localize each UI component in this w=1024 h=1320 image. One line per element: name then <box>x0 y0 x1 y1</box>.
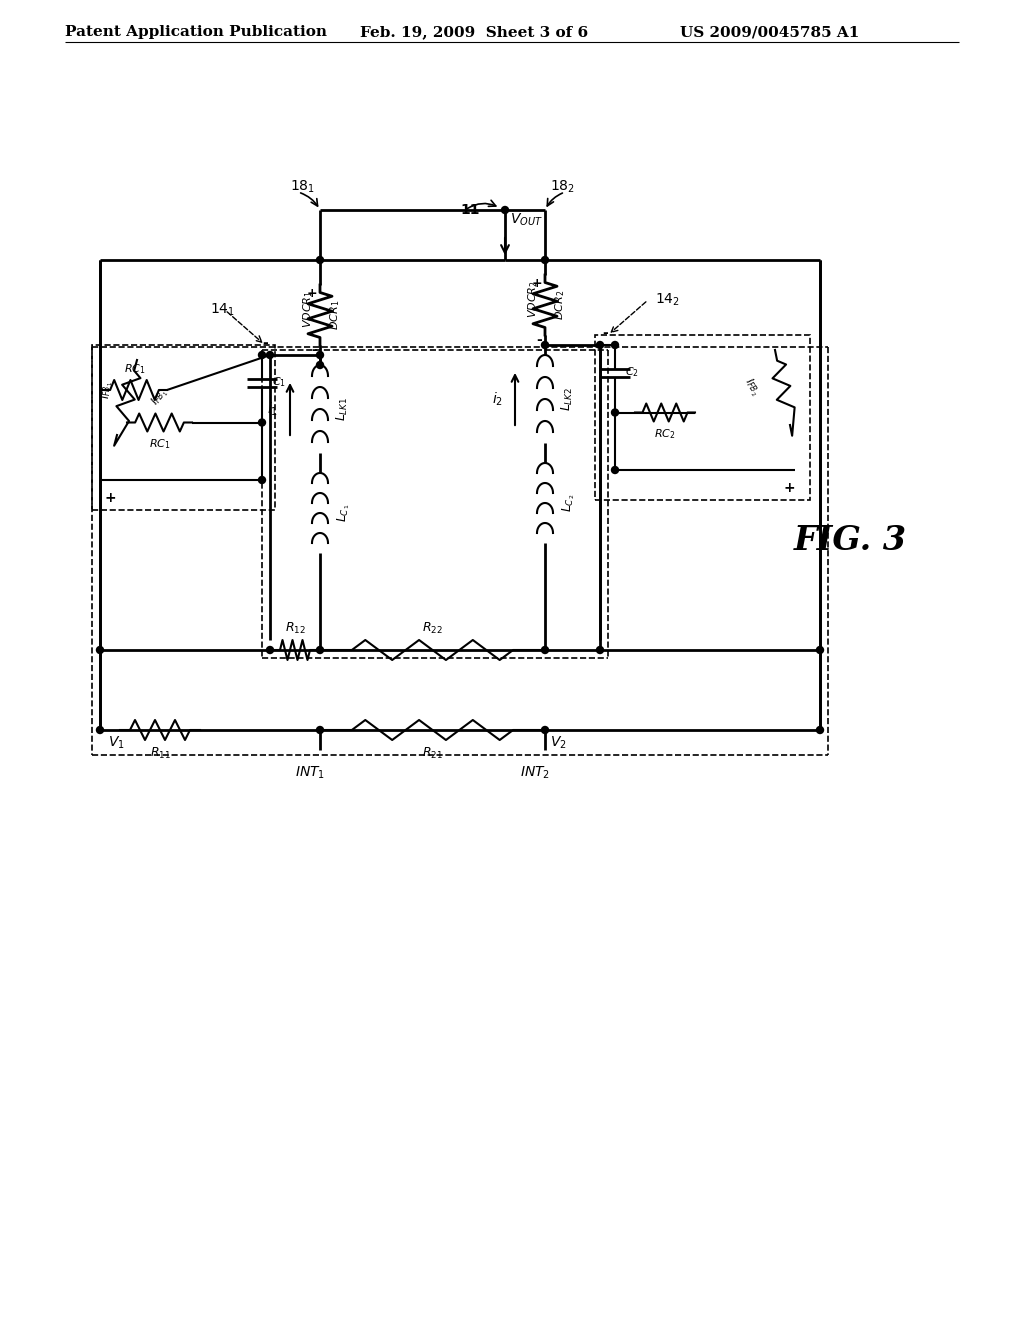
Text: $L_{LK2}$: $L_{LK2}$ <box>560 387 575 411</box>
Text: $18_2$: $18_2$ <box>550 178 575 195</box>
Text: $i_1$: $i_1$ <box>267 400 278 417</box>
Text: -: - <box>311 343 317 356</box>
Text: $R_{21}$: $R_{21}$ <box>422 746 443 762</box>
Circle shape <box>542 726 549 734</box>
Text: $V_{OUT}$: $V_{OUT}$ <box>510 211 543 228</box>
Text: $I_{FB_2}$: $I_{FB_2}$ <box>740 376 763 399</box>
Text: +: + <box>531 277 542 290</box>
Circle shape <box>611 342 618 348</box>
Text: $I_{FB_1}$: $I_{FB_1}$ <box>99 381 115 399</box>
Text: $DCR_2$: $DCR_2$ <box>553 290 567 321</box>
Circle shape <box>542 256 549 264</box>
Text: $C_2$: $C_2$ <box>625 366 639 379</box>
Text: $VDCR_2$: $VDCR_2$ <box>526 280 540 318</box>
Text: $RC_1$: $RC_1$ <box>124 362 145 376</box>
Circle shape <box>542 647 549 653</box>
Text: $R_{12}$: $R_{12}$ <box>285 620 305 636</box>
Circle shape <box>597 342 603 348</box>
Circle shape <box>502 206 509 214</box>
Text: $18_1$: $18_1$ <box>290 178 315 195</box>
Text: $R_{22}$: $R_{22}$ <box>422 620 443 636</box>
Text: +: + <box>306 286 317 300</box>
Circle shape <box>316 256 324 264</box>
Circle shape <box>816 726 823 734</box>
Text: +: + <box>783 480 795 495</box>
Bar <box>595 335 810 500</box>
Circle shape <box>597 647 603 653</box>
Text: $L_{C_1}$: $L_{C_1}$ <box>335 504 351 523</box>
Text: US 2009/0045785 A1: US 2009/0045785 A1 <box>680 25 859 40</box>
Text: $R_{11}$: $R_{11}$ <box>150 746 170 762</box>
Circle shape <box>258 351 265 359</box>
Text: $RC_2$: $RC_2$ <box>654 428 676 441</box>
Text: $C_1$: $C_1$ <box>272 376 286 389</box>
Circle shape <box>266 351 273 359</box>
Text: Patent Application Publication: Patent Application Publication <box>65 25 327 40</box>
Circle shape <box>96 726 103 734</box>
Circle shape <box>316 362 324 368</box>
Text: $V_2$: $V_2$ <box>550 735 566 751</box>
Circle shape <box>316 726 324 734</box>
Circle shape <box>816 647 823 653</box>
Text: +: + <box>104 491 116 506</box>
Text: $VDCR_1$: $VDCR_1$ <box>301 290 315 327</box>
Text: $i_2$: $i_2$ <box>492 391 503 408</box>
Circle shape <box>258 418 265 426</box>
Bar <box>92 345 275 510</box>
Text: FIG. 3: FIG. 3 <box>794 524 906 557</box>
Circle shape <box>316 351 324 359</box>
Text: -: - <box>537 333 542 347</box>
Circle shape <box>542 342 549 348</box>
Text: $DCR_1$: $DCR_1$ <box>328 300 342 330</box>
Text: -: - <box>262 337 268 350</box>
Text: $V_1$: $V_1$ <box>108 735 125 751</box>
Text: $I_{FB_1}$: $I_{FB_1}$ <box>150 385 172 409</box>
Text: $14_1$: $14_1$ <box>210 302 236 318</box>
Circle shape <box>96 647 103 653</box>
Text: 11: 11 <box>460 203 479 216</box>
Circle shape <box>611 409 618 416</box>
Circle shape <box>258 477 265 483</box>
Text: -: - <box>602 326 608 341</box>
Text: Feb. 19, 2009  Sheet 3 of 6: Feb. 19, 2009 Sheet 3 of 6 <box>360 25 588 40</box>
Text: $INT_1$: $INT_1$ <box>295 766 325 781</box>
Text: $RC_1$: $RC_1$ <box>148 437 170 451</box>
Text: $L_{C_2}$: $L_{C_2}$ <box>560 494 577 512</box>
Text: $14_2$: $14_2$ <box>655 292 680 308</box>
Circle shape <box>266 647 273 653</box>
Text: $L_{LK1}$: $L_{LK1}$ <box>335 397 350 421</box>
Circle shape <box>316 647 324 653</box>
Text: $INT_2$: $INT_2$ <box>520 766 550 781</box>
Circle shape <box>611 466 618 474</box>
